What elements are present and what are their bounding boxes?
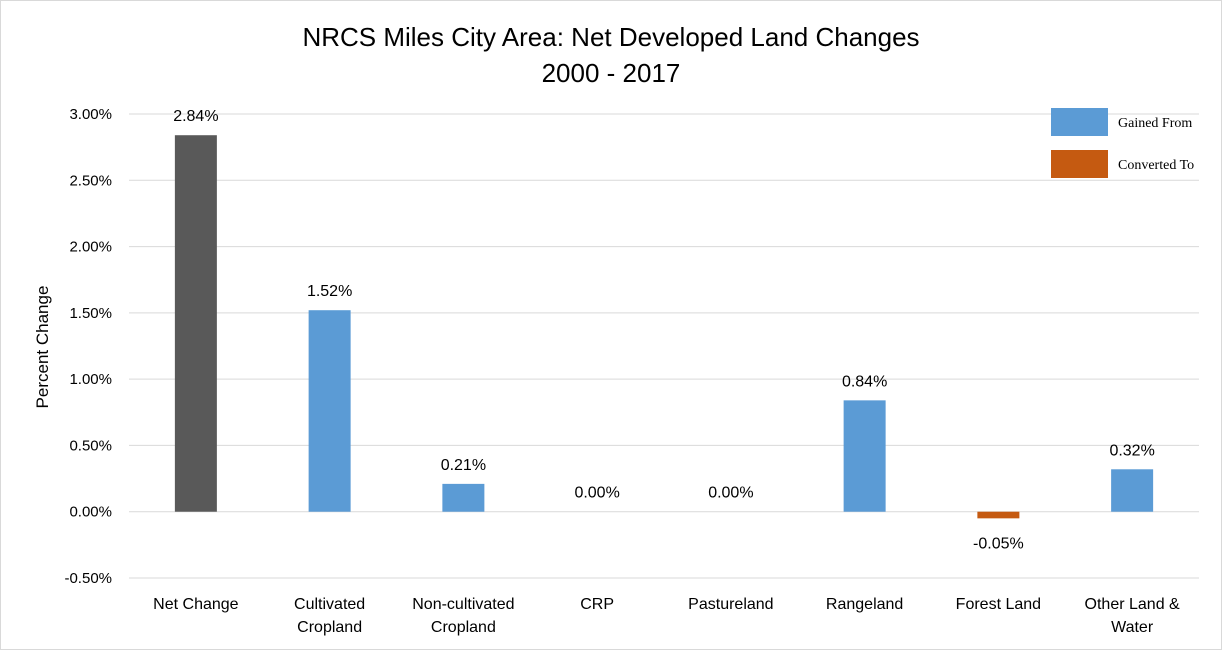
data-label: 2.84% xyxy=(173,108,218,125)
bar xyxy=(1111,469,1154,512)
legend-label: Gained From xyxy=(1118,116,1192,131)
category-label: Cropland xyxy=(431,619,496,636)
bar xyxy=(843,400,886,512)
legend: Gained From Converted To xyxy=(1051,108,1194,178)
chart-subtitle: 2000 - 2017 xyxy=(542,58,681,88)
data-label: 0.21% xyxy=(441,457,486,474)
category-label: Rangeland xyxy=(826,596,903,613)
category-label: Water xyxy=(1111,619,1154,636)
category-label: Other Land & xyxy=(1085,596,1181,613)
y-tick-label: 3.00% xyxy=(69,106,112,123)
data-label: 0.32% xyxy=(1109,442,1154,459)
category-label: Cropland xyxy=(297,619,362,636)
category-label: CRP xyxy=(580,596,614,613)
y-tick-label: 1.00% xyxy=(69,371,112,388)
y-tick-labels: -0.50% 0.00% 0.50% 1.00% 1.50% 2.00% 2.50% 3.00… xyxy=(64,106,112,587)
data-labels: 2.84% 1.52% 0.21% 0.00% 0.00% 0.84% -0.05% 0.32… xyxy=(173,108,1155,552)
chart-title: NRCS Miles City Area: Net Developed Land… xyxy=(302,22,919,52)
category-label: Forest Land xyxy=(956,596,1041,613)
y-axis-label: Percent Change xyxy=(33,286,52,409)
category-label: Cultivated xyxy=(294,596,365,613)
category-labels: Net Change Cultivated Cropland Non-cultivat… xyxy=(153,596,1180,636)
bar xyxy=(174,135,217,512)
bar xyxy=(308,310,351,512)
y-tick-label: 0.50% xyxy=(69,437,112,454)
y-tick-label: 2.00% xyxy=(69,239,112,256)
data-label: -0.05% xyxy=(973,535,1024,552)
data-label: 0.84% xyxy=(842,373,887,390)
legend-swatch xyxy=(1051,108,1108,136)
data-label: 1.52% xyxy=(307,283,352,300)
category-label: Net Change xyxy=(153,596,238,613)
bar xyxy=(442,483,485,512)
y-tick-label: 0.00% xyxy=(69,504,112,521)
data-label: 0.00% xyxy=(708,485,753,502)
bar xyxy=(977,511,1020,519)
y-tick-label: -0.50% xyxy=(64,570,112,587)
legend-label: Converted To xyxy=(1118,158,1194,173)
y-tick-label: 1.50% xyxy=(69,305,112,322)
category-label: Pastureland xyxy=(688,596,773,613)
y-tick-label: 2.50% xyxy=(69,172,112,189)
gridlines xyxy=(129,113,1199,579)
legend-swatch xyxy=(1051,150,1108,178)
data-label: 0.00% xyxy=(574,485,619,502)
bars xyxy=(174,135,1154,519)
category-label: Non-cultivated xyxy=(412,596,514,613)
